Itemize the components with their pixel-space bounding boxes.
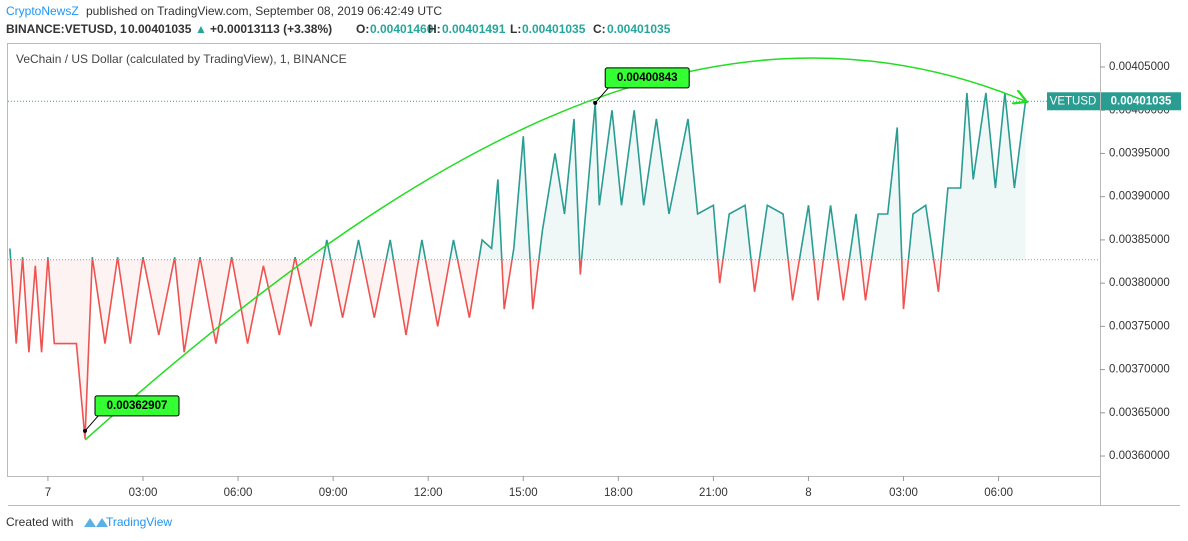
symbol-tag: VETUSD bbox=[1050, 95, 1097, 107]
x-tick-label: 03:00 bbox=[129, 487, 158, 499]
price-tag-bg bbox=[1101, 92, 1181, 111]
callout-box bbox=[94, 395, 180, 417]
callout-point bbox=[593, 100, 598, 105]
callout-point bbox=[83, 428, 88, 433]
published: published on TradingView.com, September … bbox=[86, 4, 442, 18]
h-label: H: bbox=[428, 22, 441, 36]
price: 0.00401035 bbox=[128, 22, 192, 36]
price-tag: 0.00401035 bbox=[1111, 95, 1172, 107]
trend-arc bbox=[84, 57, 1026, 441]
callout-pointer bbox=[84, 414, 100, 432]
x-tick-label: 09:00 bbox=[319, 487, 348, 499]
o-value: 0.00401460 bbox=[370, 22, 434, 36]
chart-title: VeChain / US Dollar (calculated by Tradi… bbox=[16, 52, 347, 66]
x-tick-label: 7 bbox=[45, 487, 51, 499]
o-label: O: bbox=[356, 22, 369, 36]
x-tick-label: 15:00 bbox=[509, 487, 538, 499]
change: +0.00013113 (+3.38%) bbox=[210, 22, 332, 36]
y-tick-label: 0.00390000 bbox=[1109, 191, 1170, 203]
x-tick-label: 06:00 bbox=[224, 487, 253, 499]
arrow: ▲ bbox=[195, 22, 207, 36]
c-label: C: bbox=[593, 22, 606, 36]
x-tick-label: 12:00 bbox=[414, 487, 443, 499]
author[interactable]: CryptoNewsZ bbox=[6, 4, 79, 18]
x-tick-label: 18:00 bbox=[604, 487, 633, 499]
y-tick-label: 0.00395000 bbox=[1109, 147, 1170, 159]
callout-label: 0.00400843 bbox=[617, 72, 678, 84]
symbol-tag-bg bbox=[1047, 92, 1100, 111]
x-tick-label: 21:00 bbox=[699, 487, 728, 499]
area-up bbox=[9, 92, 1026, 260]
brand[interactable]: TradingView bbox=[106, 515, 172, 529]
symbol: BINANCE:VETUSD, 1 bbox=[6, 22, 127, 36]
x-tick-label: 03:00 bbox=[889, 487, 918, 499]
callout-box bbox=[604, 67, 690, 89]
line-up bbox=[9, 92, 1027, 260]
tv-logo bbox=[84, 518, 108, 527]
line-down bbox=[9, 259, 943, 439]
x-tick-label: 06:00 bbox=[984, 487, 1013, 499]
y-tick-label: 0.00365000 bbox=[1109, 407, 1170, 419]
area-down bbox=[9, 259, 1026, 439]
y-tick-label: 0.00380000 bbox=[1109, 277, 1170, 289]
c-value: 0.00401035 bbox=[607, 22, 671, 36]
y-tick-label: 0.00375000 bbox=[1109, 320, 1170, 332]
y-tick-label: 0.00370000 bbox=[1109, 364, 1170, 376]
created-with: Created with bbox=[6, 515, 73, 529]
l-value: 0.00401035 bbox=[522, 22, 586, 36]
ohlc-row: BINANCE:VETUSD, 1 0.00401035 ▲ +0.000131… bbox=[6, 22, 671, 36]
x-tick-label: 8 bbox=[805, 487, 811, 499]
l-label: L: bbox=[510, 22, 521, 36]
callout-pointer bbox=[594, 86, 610, 104]
y-tick-label: 0.00360000 bbox=[1109, 450, 1170, 462]
y-tick-label: 0.00385000 bbox=[1109, 234, 1170, 246]
h-value: 0.00401491 bbox=[442, 22, 506, 36]
callout-label: 0.00362907 bbox=[107, 400, 168, 412]
y-tick-label: 0.00405000 bbox=[1109, 61, 1170, 73]
